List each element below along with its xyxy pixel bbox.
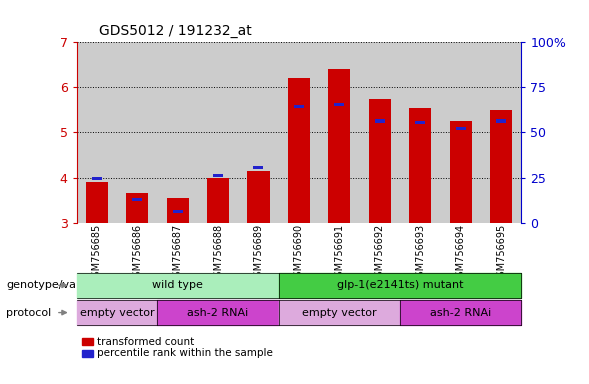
- Bar: [335, 103, 345, 106]
- Bar: [173, 210, 183, 213]
- Text: empty vector: empty vector: [80, 308, 154, 318]
- Bar: [481, 42, 521, 223]
- Bar: [400, 42, 441, 223]
- Text: genotype/variation: genotype/variation: [6, 280, 112, 290]
- Text: ash-2 RNAi: ash-2 RNAi: [187, 308, 249, 318]
- Bar: [294, 104, 304, 108]
- Text: percentile rank within the sample: percentile rank within the sample: [97, 348, 273, 358]
- Bar: [328, 70, 350, 223]
- Bar: [126, 194, 148, 223]
- Bar: [167, 198, 188, 223]
- Bar: [409, 108, 431, 223]
- Bar: [198, 42, 239, 223]
- Bar: [359, 42, 400, 223]
- Bar: [132, 198, 142, 201]
- Bar: [490, 110, 512, 223]
- Bar: [288, 78, 310, 223]
- Bar: [375, 119, 385, 122]
- Bar: [85, 182, 108, 223]
- Text: GDS5012 / 191232_at: GDS5012 / 191232_at: [99, 25, 252, 38]
- Text: transformed count: transformed count: [97, 337, 194, 347]
- Bar: [319, 42, 359, 223]
- Bar: [247, 171, 270, 223]
- Bar: [441, 42, 481, 223]
- Bar: [207, 177, 229, 223]
- Bar: [92, 177, 102, 180]
- Text: wild type: wild type: [152, 280, 203, 290]
- Bar: [117, 42, 157, 223]
- Text: ash-2 RNAi: ash-2 RNAi: [430, 308, 491, 318]
- Bar: [77, 42, 117, 223]
- Bar: [449, 121, 472, 223]
- Bar: [253, 166, 263, 169]
- Bar: [496, 119, 506, 122]
- Bar: [456, 127, 466, 130]
- Text: empty vector: empty vector: [302, 308, 376, 318]
- Bar: [213, 174, 223, 177]
- Bar: [239, 42, 279, 223]
- Text: protocol: protocol: [6, 308, 51, 318]
- Bar: [369, 99, 391, 223]
- Bar: [415, 121, 425, 124]
- Text: glp-1(e2141ts) mutant: glp-1(e2141ts) mutant: [337, 280, 463, 290]
- Bar: [279, 42, 319, 223]
- Bar: [157, 42, 198, 223]
